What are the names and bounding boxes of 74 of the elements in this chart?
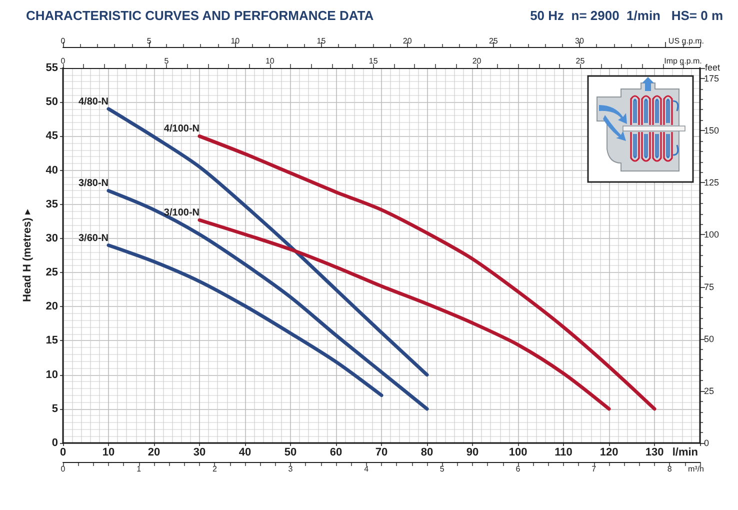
text: 1 bbox=[136, 464, 142, 474]
y2-tick-label: 175 bbox=[704, 73, 720, 84]
y-tick-label: 5 bbox=[52, 402, 58, 415]
text: 20 bbox=[472, 56, 482, 66]
text: 5 bbox=[440, 464, 445, 474]
chart-title: CHARACTERISTIC CURVES AND PERFORMANCE DATA bbox=[26, 8, 374, 23]
line-series bbox=[198, 134, 656, 411]
y-tick-label: 0 bbox=[52, 437, 58, 449]
series-label: 3/100-N bbox=[164, 208, 200, 219]
x-tick-label: 130 bbox=[645, 446, 664, 458]
y-tick-label: 15 bbox=[46, 334, 58, 347]
text: 5 bbox=[164, 56, 170, 66]
x2-axis-title: US g.p.m. bbox=[668, 36, 704, 46]
x2-tick-label: 25 bbox=[488, 36, 498, 46]
text: 10 bbox=[265, 56, 275, 66]
text: Imp g.p.m. bbox=[664, 56, 702, 66]
y2-tick-label: 150 bbox=[704, 126, 720, 136]
series-label: 3/80-N bbox=[78, 178, 108, 190]
text: m³/h bbox=[688, 464, 704, 474]
series-label: 4/100-N bbox=[164, 124, 200, 135]
x-tick-label: 40 bbox=[238, 446, 252, 458]
x-tick-label: 60 bbox=[330, 446, 342, 458]
x-tick-label: 90 bbox=[466, 446, 479, 458]
chart-subtitle: 50 Hz n= 2900 1/min HS= 0 m bbox=[530, 8, 724, 23]
y-tick-label: 25 bbox=[46, 266, 58, 279]
y-tick-label: 45 bbox=[46, 130, 58, 142]
x-axis-title: l/min bbox=[672, 446, 698, 458]
text: 2 bbox=[212, 464, 218, 474]
text: 7 bbox=[592, 464, 597, 474]
text: 25 bbox=[576, 56, 586, 66]
y2-axis-title: feet bbox=[705, 62, 721, 72]
text: 8 bbox=[667, 464, 672, 474]
y-tick-label: 20 bbox=[46, 300, 58, 313]
line-series bbox=[106, 244, 384, 398]
x2-tick-label: 15 bbox=[316, 36, 326, 46]
y2-tick-label: 0 bbox=[704, 438, 710, 448]
y-tick-label: 10 bbox=[46, 368, 58, 381]
x-tick-label: 80 bbox=[420, 446, 434, 458]
text: 0 bbox=[60, 464, 66, 474]
x-tick-label: 70 bbox=[375, 446, 388, 458]
x-tick-label: 0 bbox=[60, 446, 66, 458]
text: 3 bbox=[288, 464, 294, 474]
y2-tick-label: 50 bbox=[704, 334, 714, 344]
y-axis-title: Head H (metres) ▸ bbox=[22, 208, 34, 302]
line-series bbox=[106, 188, 429, 411]
x2-tick-label: 20 bbox=[402, 36, 412, 46]
x-tick-label: 50 bbox=[284, 446, 297, 458]
x-tick-label: 120 bbox=[600, 446, 618, 458]
series-label: 4/80-N bbox=[78, 96, 108, 108]
text: 6 bbox=[516, 464, 521, 474]
text: 4 bbox=[364, 464, 370, 474]
y-tick-label: 50 bbox=[46, 96, 58, 108]
text: 15 bbox=[368, 56, 378, 66]
line-series bbox=[198, 218, 611, 411]
y-tick-label: 55 bbox=[46, 62, 58, 74]
x2-tick-label: 10 bbox=[230, 36, 240, 46]
x-tick-label: 20 bbox=[148, 446, 160, 458]
x-tick-label: 10 bbox=[102, 446, 115, 458]
x2-tick-label: 5 bbox=[146, 36, 152, 46]
y2-tick-label: 75 bbox=[704, 282, 714, 292]
x-tick-label: 110 bbox=[554, 446, 572, 458]
y-tick-label: 35 bbox=[46, 198, 58, 210]
series-label: 3/60-N bbox=[78, 232, 108, 244]
x2-tick-label: 30 bbox=[575, 36, 584, 46]
line-series bbox=[106, 107, 429, 377]
x2-tick-label: 0 bbox=[60, 36, 66, 46]
x-tick-label: 100 bbox=[508, 446, 528, 458]
x-tick-label: 30 bbox=[193, 446, 206, 458]
text: 0 bbox=[60, 56, 66, 66]
y2-tick-label: 100 bbox=[704, 230, 720, 240]
y2-tick-label: 25 bbox=[704, 386, 714, 396]
y-tick-label: 40 bbox=[46, 164, 58, 176]
y2-tick-label: 125 bbox=[704, 178, 720, 188]
y-tick-label: 30 bbox=[46, 232, 58, 244]
